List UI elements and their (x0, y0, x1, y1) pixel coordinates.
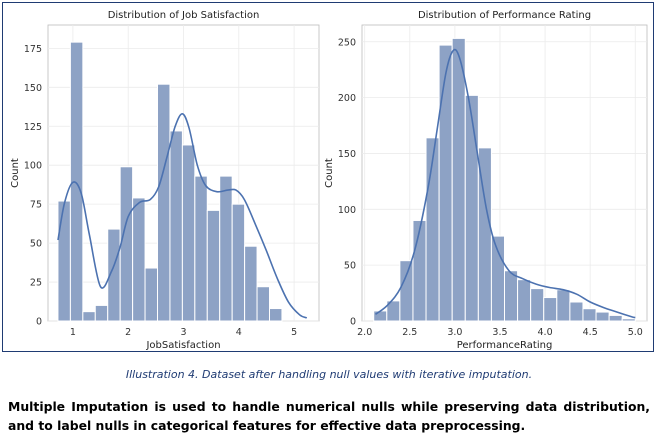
histogram-bar (517, 279, 532, 322)
histogram-bar (373, 310, 388, 322)
y-tick-label: 25 (30, 278, 42, 289)
y-tick-label: 150 (338, 149, 356, 160)
histogram-bar (412, 219, 427, 322)
x-tick-label: 4.0 (538, 327, 553, 338)
histogram-bar (94, 304, 109, 322)
density-curve (57, 113, 308, 319)
y-axis-label: Count (10, 158, 21, 188)
chart-title: Distribution of Job Satisfaction (108, 10, 260, 21)
histogram-bar (399, 260, 414, 322)
y-tick-label: 125 (24, 122, 42, 133)
x-tick-label: 3.0 (447, 327, 462, 338)
density-curve (375, 48, 636, 319)
y-tick-label: 0 (350, 317, 356, 328)
x-tick-label: 5.0 (628, 327, 643, 338)
x-tick-label: 1 (70, 327, 76, 338)
histogram-bar (490, 235, 505, 322)
histogram-bar (219, 175, 233, 322)
description-paragraph: Multiple Imputation is used to handle nu… (8, 399, 650, 433)
histogram-bar (169, 130, 183, 322)
x-tick-label: 2.5 (402, 327, 417, 338)
y-tick-label: 75 (30, 200, 42, 211)
histogram-bar (194, 175, 208, 322)
histogram-bar (206, 209, 221, 322)
figure-plots: 0 25 50 75 100 125 150 175 1 2 3 4 5 Distribution of … (10, 10, 648, 351)
histogram-bar (144, 267, 159, 322)
histogram-bar (595, 311, 610, 322)
y-tick-label: 100 (338, 205, 356, 216)
y-tick-label: 150 (24, 83, 42, 94)
chart-2: 0 50 100 150 200 250 2.0 2.5 3.0 3.5 4.0 4.5 5.0 Dist… (324, 10, 648, 351)
histogram-bar (244, 245, 258, 322)
histogram-bar (504, 270, 519, 322)
histogram-bar (82, 311, 96, 322)
x-tick-label: 4.5 (583, 327, 598, 338)
x-tick-label: 2.0 (357, 327, 372, 338)
histogram-bar (543, 297, 558, 322)
histogram-bar (269, 308, 283, 322)
histogram-bar (451, 37, 466, 322)
y-tick-label: 50 (344, 261, 356, 272)
histogram-bar (256, 286, 271, 322)
y-tick-label: 250 (338, 37, 356, 48)
histogram-bar (157, 83, 171, 322)
y-tick-label: 100 (24, 161, 42, 172)
histogram-bar (57, 200, 71, 322)
y-tick-label: 175 (24, 44, 42, 55)
y-axis-label: Count (324, 158, 335, 188)
histogram-bar (119, 166, 134, 322)
histogram-bar (181, 144, 196, 322)
histogram-bar (608, 314, 623, 322)
histogram-bar (438, 44, 453, 322)
histogram-bar (69, 41, 84, 322)
x-tick-label: 4 (236, 327, 242, 338)
x-tick-label: 2 (125, 327, 131, 338)
x-tick-label: 5 (291, 327, 297, 338)
histogram-bar (569, 301, 584, 322)
x-tick-label: 3 (180, 327, 186, 338)
histogram-bar (530, 288, 545, 322)
histogram-bar (464, 94, 479, 322)
y-tick-label: 0 (36, 317, 42, 328)
histogram-bar (621, 318, 636, 322)
y-tick-label: 200 (338, 93, 356, 104)
x-tick-label: 3.5 (492, 327, 507, 338)
x-axis-label: JobSatisfaction (145, 340, 220, 351)
chart-1: 0 25 50 75 100 125 150 175 1 2 3 4 5 Distribution of … (10, 10, 320, 351)
histogram-bar (556, 289, 571, 322)
histogram-bar (132, 197, 146, 322)
y-tick-label: 50 (30, 239, 42, 250)
chart-title: Distribution of Performance Rating (418, 10, 591, 21)
figure-caption: Illustration 4. Dataset after handling n… (125, 368, 533, 381)
figure-frame: 0 25 50 75 100 125 150 175 1 2 3 4 5 Distribution of … (2, 2, 654, 352)
histogram-bar (231, 203, 246, 322)
x-axis-label: PerformanceRating (457, 340, 553, 351)
histogram-bar (582, 308, 597, 322)
